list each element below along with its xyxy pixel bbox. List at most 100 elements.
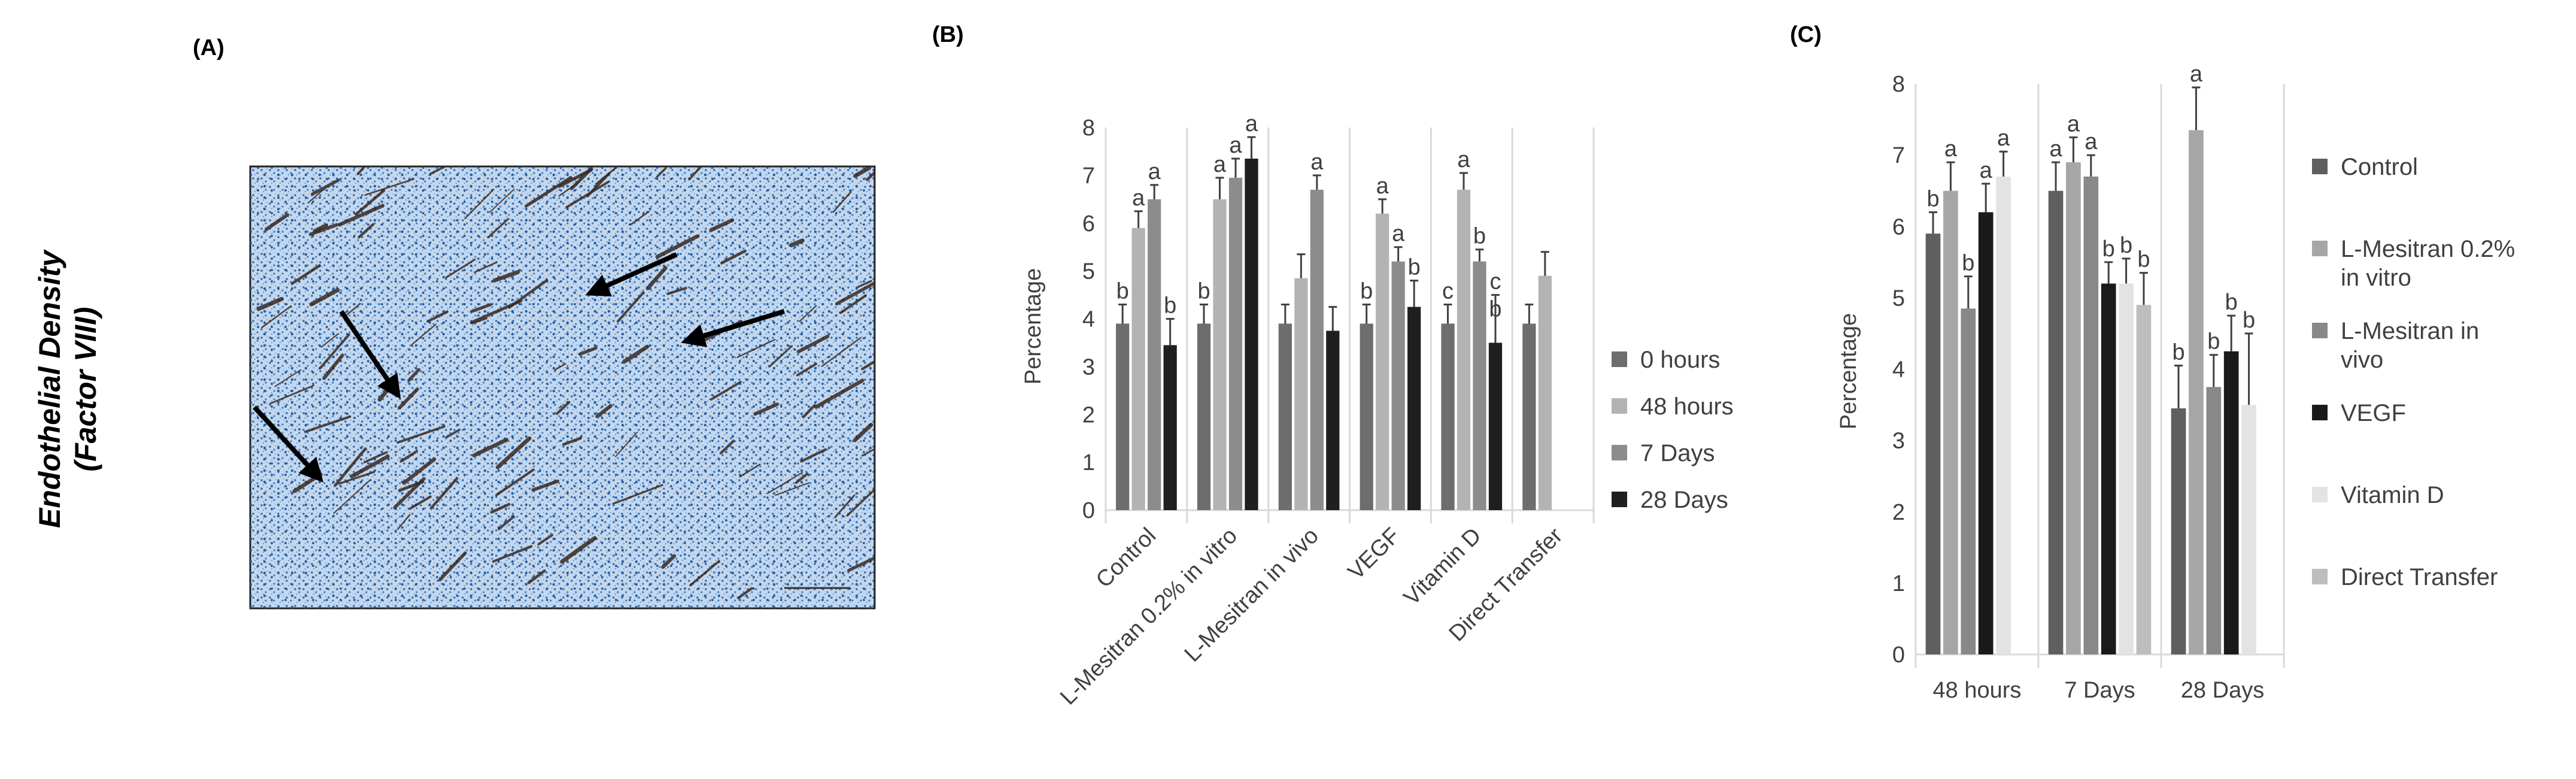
bar xyxy=(1538,275,1552,510)
y-tick-label: 2 xyxy=(1892,500,1905,525)
vessel-mark xyxy=(393,477,426,510)
vessel-mark xyxy=(333,447,367,487)
significance-label: b xyxy=(2207,329,2220,354)
bar xyxy=(1197,323,1211,510)
significance-label: b xyxy=(1962,251,1974,276)
bar xyxy=(2136,305,2152,655)
y-tick-label: 8 xyxy=(1892,72,1905,97)
vessel-mark xyxy=(846,487,875,517)
significance-label: a xyxy=(1376,174,1389,199)
vessel-mark xyxy=(799,305,817,322)
y-tick-label: 4 xyxy=(1892,357,1905,383)
bar xyxy=(1163,345,1177,510)
legend-swatch xyxy=(1612,398,1627,414)
vessel-mark xyxy=(834,494,855,519)
vessel-mark xyxy=(622,344,650,364)
vessel-mark xyxy=(802,404,816,419)
arrow-3 xyxy=(585,252,678,297)
vessel-mark xyxy=(311,178,340,196)
vessel-mark xyxy=(309,287,340,307)
vessel-mark xyxy=(269,384,314,405)
legend-swatch xyxy=(2312,241,2328,256)
vessel-mark xyxy=(472,438,509,457)
legend-swatch xyxy=(2312,487,2328,502)
vessel-mark xyxy=(537,534,554,546)
bar xyxy=(1391,261,1405,510)
bar xyxy=(2066,162,2081,655)
bar xyxy=(1925,234,1941,655)
vessel-mark xyxy=(832,190,852,213)
significance-label: a xyxy=(2085,129,2098,154)
vessel-mark xyxy=(319,333,350,369)
significance-label: a xyxy=(1997,126,2010,151)
vessel-mark xyxy=(861,360,875,371)
vessel-mark xyxy=(814,378,864,409)
vessel-mark xyxy=(364,178,415,196)
vessel-mark xyxy=(578,346,597,356)
legend-label-line: L-Mesitran in xyxy=(2341,318,2479,344)
arrow-1 xyxy=(339,310,401,399)
legend-label: Vitamin D xyxy=(2341,482,2444,508)
y-tick-label: 2 xyxy=(1082,402,1095,428)
y-tick-label: 1 xyxy=(1082,450,1095,475)
significance-label: a xyxy=(2067,111,2080,137)
legend-label: 7 Days xyxy=(1640,440,1715,466)
significance-label: b xyxy=(1408,255,1421,280)
bar xyxy=(1488,342,1503,510)
vessel-mark xyxy=(338,471,375,485)
category-label: Control xyxy=(1091,523,1161,593)
bar xyxy=(1148,199,1161,510)
vessel-mark xyxy=(775,482,810,496)
bar xyxy=(1441,323,1455,510)
significance-label: b xyxy=(2120,233,2132,258)
vessel-mark xyxy=(312,223,328,233)
bar xyxy=(1376,213,1389,510)
significance-label: a xyxy=(1132,186,1145,211)
legend-label-line: vivo xyxy=(2341,347,2383,373)
vessel-mark xyxy=(407,368,421,382)
significance-label: c xyxy=(1442,279,1454,304)
vessel-mark xyxy=(688,166,703,181)
legend-label: Control xyxy=(2341,154,2418,180)
bar xyxy=(2241,405,2256,654)
vessel-mark xyxy=(304,415,351,434)
y-tick-label: 0 xyxy=(1892,642,1905,668)
vessel-mark xyxy=(307,189,324,204)
vessel-mark xyxy=(557,168,593,188)
bar xyxy=(1407,307,1421,510)
vessel-mark xyxy=(789,238,805,248)
vessel-mark xyxy=(852,423,873,442)
vessel-mark xyxy=(556,401,571,416)
bar xyxy=(2119,283,2134,654)
vessel-mark xyxy=(710,381,742,401)
bar xyxy=(2223,351,2239,654)
vessel-mark xyxy=(719,439,735,454)
significance-label: a xyxy=(1310,150,1324,175)
legend-swatch xyxy=(2312,323,2328,338)
vessel-mark xyxy=(853,166,872,178)
legend-swatch xyxy=(1612,445,1627,460)
vessel-mark xyxy=(794,472,809,484)
vessel-mark xyxy=(656,166,667,178)
significance-label: a xyxy=(1980,158,1993,183)
significance-label: b xyxy=(2172,340,2184,365)
vessel-mark xyxy=(839,294,867,314)
bar xyxy=(1978,212,1994,654)
bar xyxy=(2083,176,2099,654)
significance-label: b xyxy=(1926,186,1939,211)
significance-label: b xyxy=(1116,279,1129,304)
vessel-mark xyxy=(737,587,754,599)
chart-c: (C) Percentage 012345678babaaabababbabbb… xyxy=(1790,22,2515,703)
vessel-mark xyxy=(489,188,515,213)
bar xyxy=(1326,331,1340,510)
vessel-mark xyxy=(322,353,344,380)
vessel-mark xyxy=(508,278,548,309)
bar xyxy=(1310,189,1324,510)
vessel-mark xyxy=(429,166,448,175)
vessel-mark xyxy=(402,457,436,485)
significance-label: a xyxy=(1457,147,1470,172)
significance-label: a xyxy=(1392,222,1405,247)
vessel-mark xyxy=(655,234,700,259)
vessel-mark xyxy=(689,560,720,587)
